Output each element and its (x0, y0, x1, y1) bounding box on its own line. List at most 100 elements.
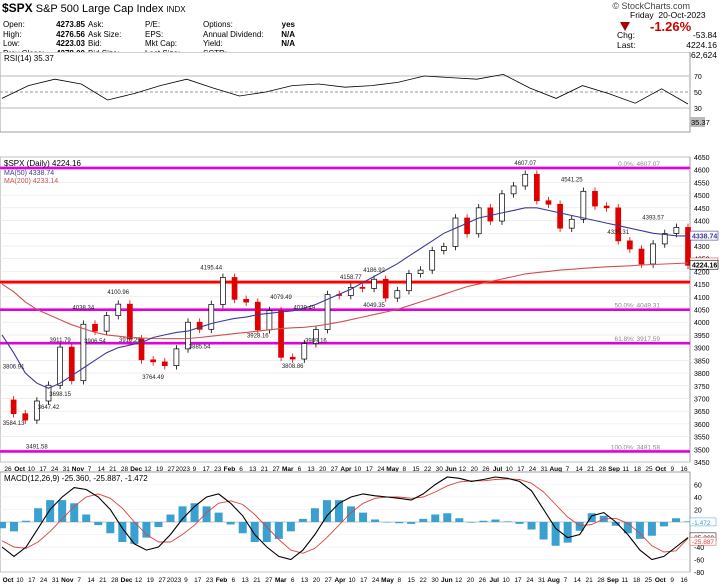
macd-histogram-bar (684, 521, 692, 522)
rsi-line (1, 73, 689, 105)
price-annotation: 4186.92 (363, 268, 385, 274)
x-tick-label: 14 (574, 577, 582, 584)
x-tick-label: 19 (147, 577, 155, 584)
quote-row: Yield: (203, 39, 268, 49)
x-tick-label: Sep (608, 466, 620, 473)
macd-histogram-bar (671, 518, 680, 522)
quote-label: P/E: (145, 20, 161, 29)
macd-histogram-bar (202, 506, 211, 522)
x-tick-label: 7 (88, 466, 92, 473)
macd-histogram-bar (527, 522, 536, 530)
date-day: Friday (630, 10, 654, 20)
macd-histogram-bar (503, 521, 512, 522)
macd-histogram-bar (310, 508, 319, 522)
macd-histogram-bar (262, 522, 271, 542)
macd-histogram-bar (467, 522, 476, 523)
fib-label: 0.0%: 4607.07 (618, 161, 660, 168)
x-tick-label: 17 (194, 577, 202, 584)
x-tick-label: Jun (441, 577, 453, 584)
x-tick-label: 17 (203, 466, 211, 473)
macd-histogram-bar (250, 522, 259, 542)
candle-body (592, 190, 598, 207)
rsi-panel: RSI(14) 35.37 30 50 70 35.37 (0, 52, 710, 133)
x-tick-label: 2023 (167, 577, 182, 584)
x-tick-label: 27 (325, 577, 333, 584)
price-annotation: 3764.49 (142, 375, 164, 381)
x-tick-label: 9 (193, 466, 197, 473)
macd-histogram-bar (34, 508, 43, 522)
quote-label: Mkt Cap: (145, 39, 178, 49)
candle-body (115, 303, 122, 316)
price-annotation: 4100.96 (107, 290, 129, 296)
ma200-line (1, 262, 689, 340)
macd-tick-label: -80 (694, 570, 704, 577)
x-tick-label: 26 (4, 466, 12, 473)
x-tick-label: 24 (377, 466, 385, 473)
x-tick-label: Oct (3, 577, 15, 584)
price-panel: 3450 3500 3550 3600 3650 3700 3750 3800 3850 3900… (0, 155, 719, 473)
price-annotation: 3647.42 (38, 405, 60, 411)
down-arrow-icon (620, 22, 630, 31)
candle-body (196, 321, 203, 330)
candle-body (347, 287, 354, 296)
macd-histogram-bar (142, 522, 151, 538)
macd-histogram-bar (371, 519, 380, 522)
x-tick-label: 15 (408, 577, 416, 584)
price-annotation: 3909.16 (305, 338, 327, 344)
candle-body (661, 233, 668, 245)
candle-body (685, 227, 691, 266)
candle-body (173, 348, 180, 367)
x-tick-label: 21 (253, 577, 261, 584)
candle-body (220, 277, 226, 305)
price-annotation: 3911.79 (50, 338, 72, 344)
x-tick-label: 31 (541, 466, 549, 473)
price-tick-label: 4200 (694, 269, 710, 276)
macd-histogram-bar (551, 522, 560, 546)
price-tick-label: 3650 (694, 409, 710, 416)
candle-body (92, 323, 98, 332)
x-tick-label: May (381, 577, 394, 584)
x-tick-label: 17 (360, 577, 368, 584)
macd-histogram-bar (298, 518, 307, 522)
x-tick-label: 13 (242, 577, 250, 584)
macd-histogram-bar (226, 522, 235, 525)
quote-row: High: 4276.56 (3, 30, 85, 40)
x-tick-label: 6 (239, 466, 243, 473)
ma50-line (1, 207, 689, 389)
price-tick-label: 4450 (694, 206, 710, 213)
quote-label: Chg: (617, 30, 635, 40)
candle-body (289, 356, 296, 360)
quote-label: Bid: (88, 39, 102, 49)
date-line: Friday 20-Oct-2023 (630, 10, 706, 21)
price-annotation: 3906.54 (84, 339, 106, 345)
price-tick-label: 4500 (694, 193, 710, 200)
price-annotation: 4541.25 (561, 178, 583, 184)
price-annotation: 3885.54 (189, 344, 211, 350)
quote-row: Low: 4223.03 (3, 39, 85, 49)
x-tick-label: Jun (445, 466, 457, 473)
candle-body (161, 361, 168, 367)
x-tick-label: 23 (206, 577, 214, 584)
x-tick-label: 13 (307, 466, 315, 473)
quote-right-values: yes N/A N/A (255, 20, 295, 58)
date: 20-Oct-2023 (658, 10, 706, 20)
x-tick-label: Apr (340, 466, 352, 473)
rsi-last-label: 35.37 (691, 118, 710, 127)
x-tick-label: 31 (538, 577, 546, 584)
x-tick-label: 15 (412, 466, 420, 473)
x-tick-label: 8 (402, 466, 406, 473)
fib-label: 50.0%: 4049.31 (614, 303, 660, 310)
candle-body (127, 303, 133, 340)
x-tick-label: 26 (482, 466, 490, 473)
x-tick-label: 19 (156, 466, 164, 473)
price-tick-label: 4400 (694, 219, 710, 226)
quote-label: Options: (203, 20, 233, 29)
price-annotation: 3806.91 (3, 365, 25, 371)
x-tick-label: 10 (16, 577, 24, 584)
candle-body (464, 217, 470, 235)
x-tick-label: 13 (249, 466, 257, 473)
x-tick-label: 12 (135, 577, 143, 584)
macd-histogram-bar (659, 522, 668, 527)
candle-body (533, 173, 540, 202)
rsi-last-box (690, 117, 705, 127)
